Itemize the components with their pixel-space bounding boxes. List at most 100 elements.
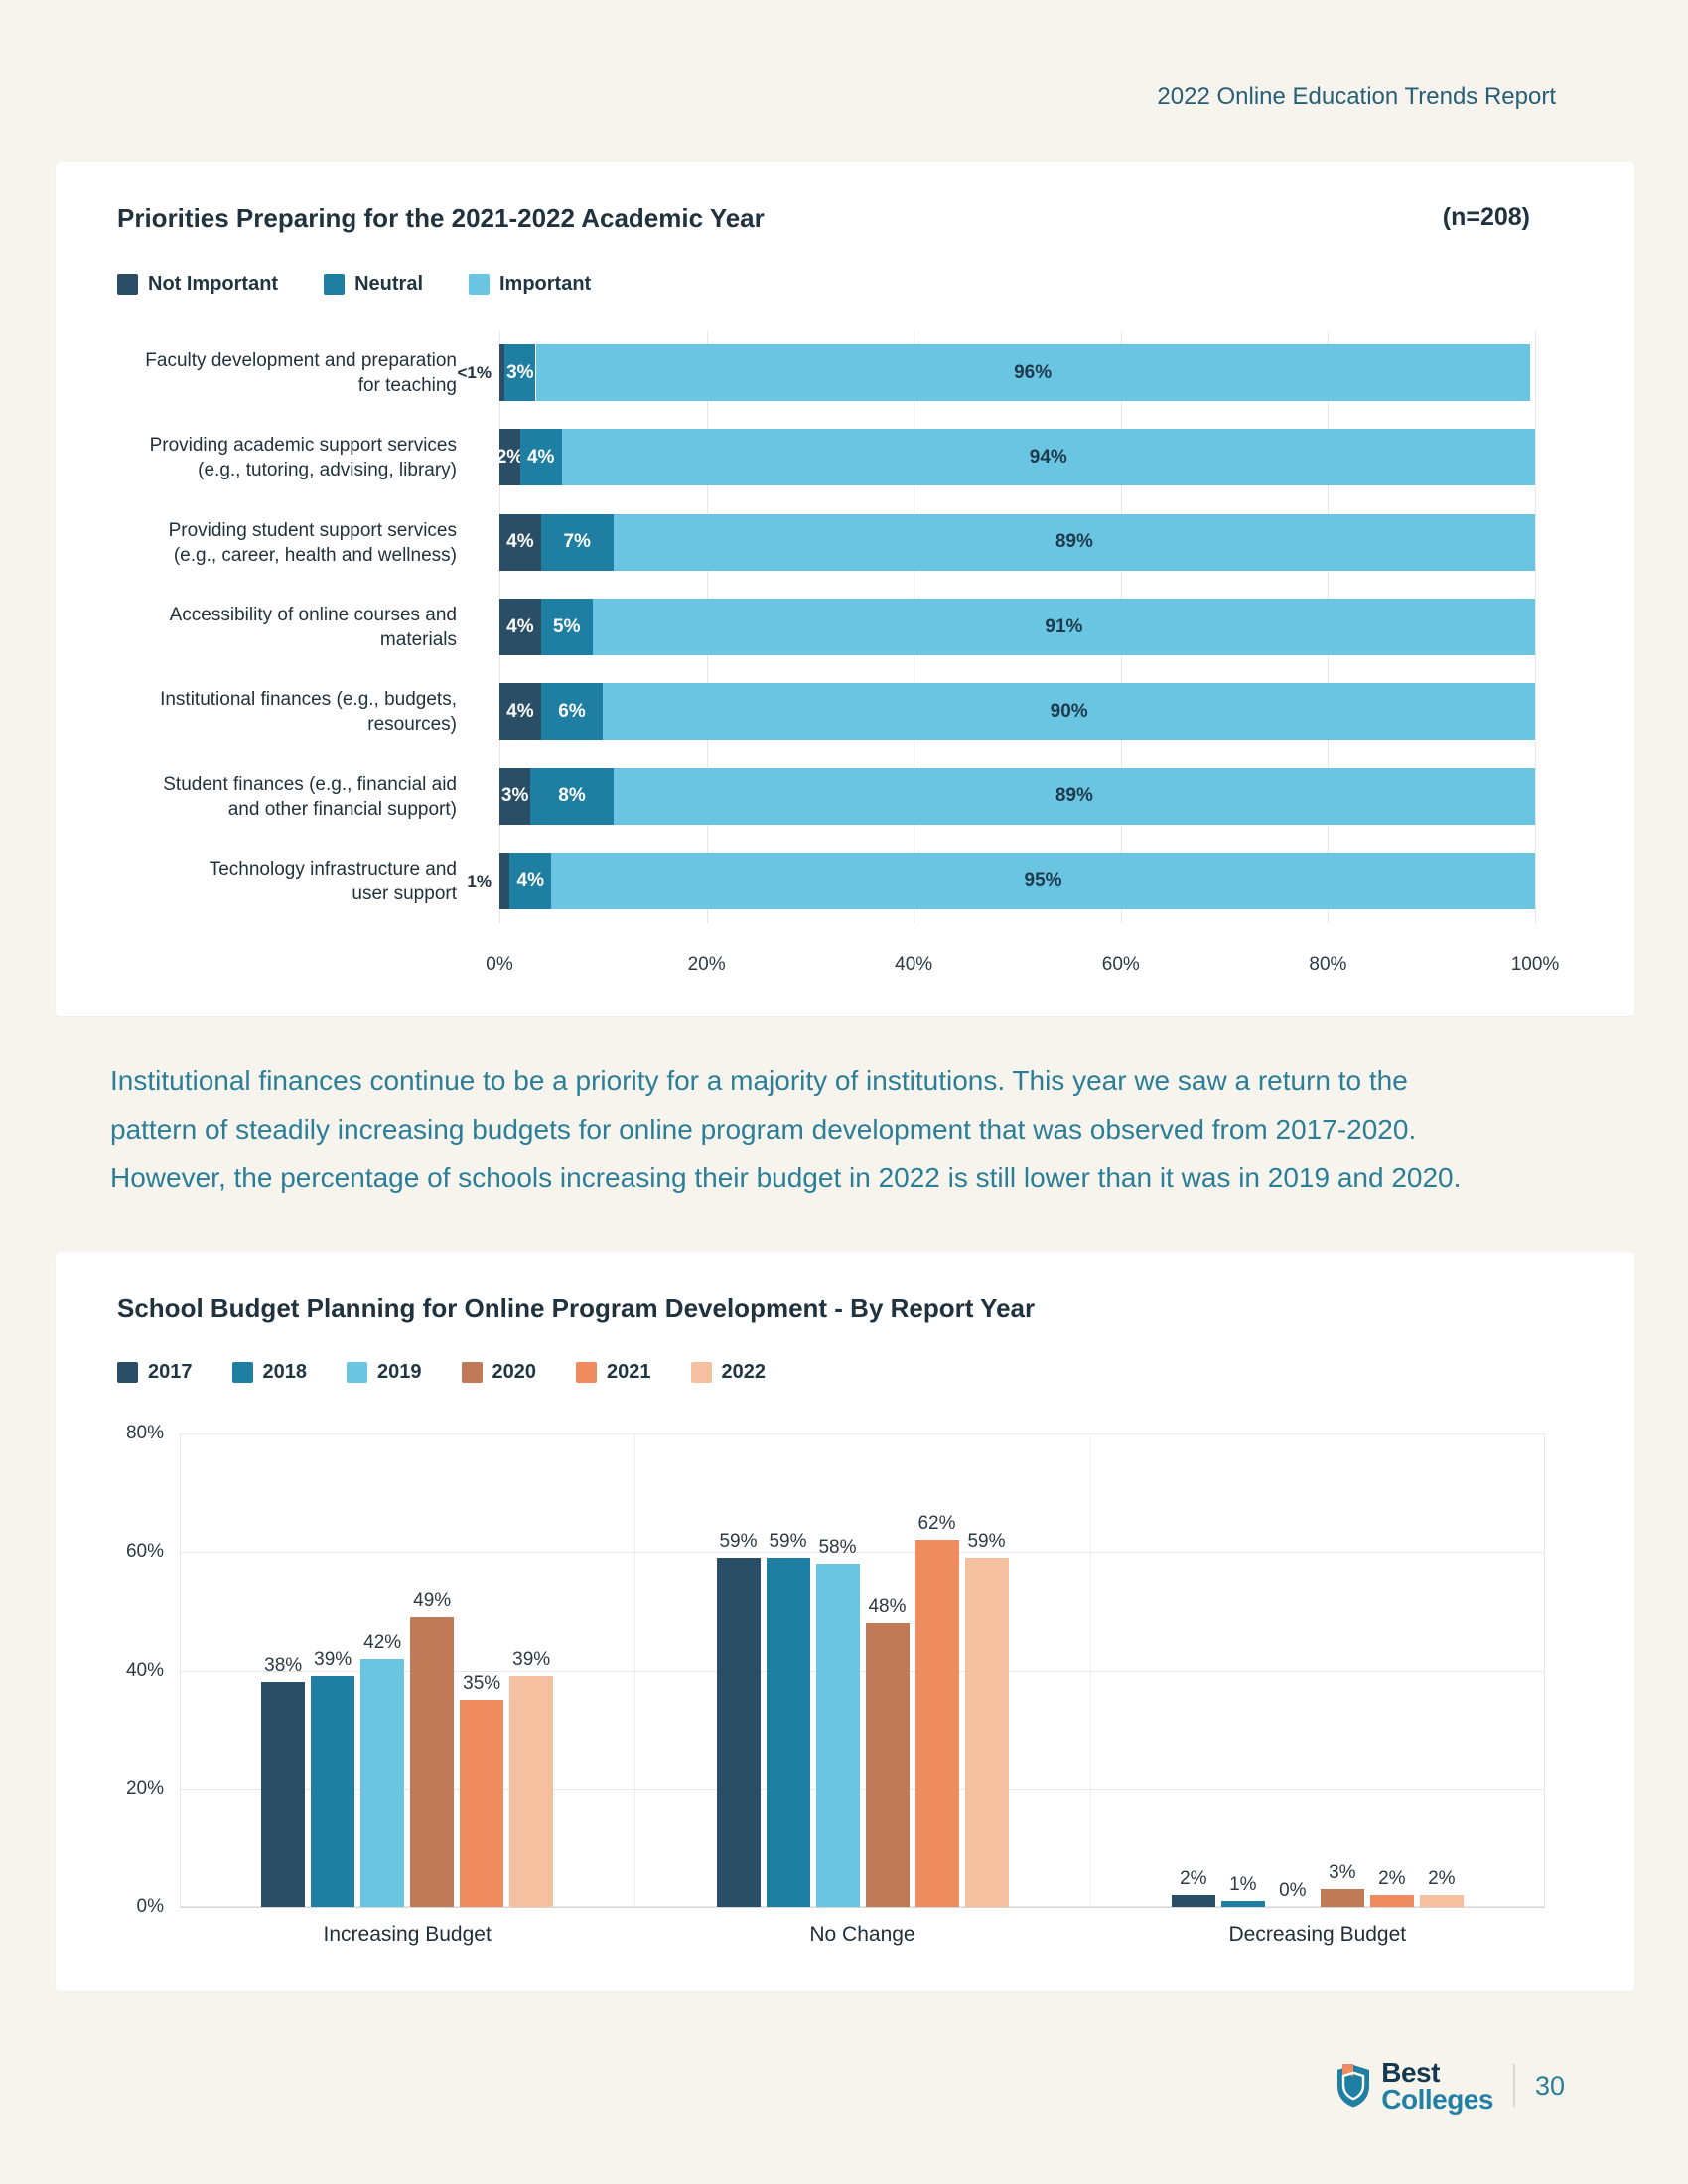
budget-chart-card: School Budget Planning for Online Progra… [56, 1252, 1634, 1991]
bar-value-label: 59% [719, 1531, 758, 1553]
bar-2021 [1369, 1895, 1414, 1907]
x-axis-tick: 100% [1510, 954, 1560, 975]
bar-segment-important: 95% [551, 852, 1535, 909]
bar-segment-not-important: 3% [499, 767, 531, 825]
bar-segment-not-important [499, 344, 505, 402]
bar-value-label: 39% [314, 1649, 352, 1671]
segment-value-label: 4% [506, 700, 534, 722]
bar-segment-neutral: 4% [519, 429, 562, 486]
bar-segment-not-important: 4% [499, 599, 541, 656]
segment-value-label: 8% [558, 785, 586, 807]
legend-item: Neutral [324, 273, 423, 296]
bestcolleges-logo: Best Colleges [1335, 2059, 1493, 2114]
legend-label: Neutral [354, 273, 423, 295]
x-axis-tick: 60% [1101, 954, 1140, 975]
segment-value-label: 96% [1014, 361, 1053, 383]
footer-divider [1512, 2064, 1515, 2108]
bar-2021 [914, 1540, 959, 1907]
priorities-legend: Not Important Neutral Important [117, 273, 591, 296]
bar-value-label: 58% [818, 1537, 857, 1559]
sample-size: (n=208) [1442, 204, 1530, 231]
legend-swatch [469, 274, 490, 295]
bar-segment-neutral: 8% [530, 767, 614, 825]
bar-segment-not-important: 2% [496, 429, 523, 486]
category-label: Technology infrastructure and user suppo… [209, 858, 457, 904]
bar-2019 [360, 1658, 405, 1907]
page-number: 30 [1534, 2070, 1565, 2101]
legend-swatch [347, 1362, 367, 1383]
legend-label: 2019 [377, 1361, 422, 1383]
bar-2020 [410, 1616, 455, 1907]
segment-value-label: 4% [516, 870, 545, 891]
bar-2022 [1419, 1895, 1464, 1907]
bar-value-label: 39% [512, 1649, 551, 1671]
category-label: Decreasing Budget [1228, 1923, 1407, 1946]
segment-value-label: 5% [553, 615, 581, 637]
bar-2022 [964, 1558, 1009, 1907]
category-label: Institutional finances (e.g., budgets, r… [160, 689, 457, 736]
legend-item: 2020 [461, 1361, 536, 1384]
bar-value-label: 35% [463, 1673, 501, 1695]
bar-value-label: 2% [1428, 1868, 1456, 1890]
bar-segment-neutral: 3% [504, 344, 536, 402]
category-label: Providing student support services (e.g.… [168, 519, 457, 566]
gridline [180, 1788, 1545, 1790]
budget-legend: 2017 2018 2019 2020 2021 2022 [117, 1361, 766, 1384]
bar-segment-important: 89% [613, 513, 1535, 571]
y-axis-tick: 0% [136, 1896, 164, 1917]
segment-value-label: <1% [457, 363, 492, 382]
segment-value-label: 4% [526, 446, 555, 468]
group-divider [1089, 1433, 1091, 1907]
bar-segment-not-important [499, 852, 510, 909]
y-axis-tick: 20% [125, 1777, 164, 1799]
bar-2019 [815, 1564, 860, 1907]
category-label: Accessibility of online courses and mate… [169, 604, 457, 650]
segment-value-label: 95% [1024, 870, 1062, 891]
bar-value-label: 2% [1180, 1868, 1207, 1890]
legend-label: Important [499, 273, 592, 295]
shield-icon [1337, 2064, 1370, 2108]
category-label: No Change [809, 1923, 915, 1946]
segment-value-label: 3% [500, 785, 529, 807]
bar-value-label: 2% [1378, 1868, 1406, 1890]
legend-item: 2022 [690, 1361, 766, 1384]
legend-swatch [117, 274, 138, 295]
legend-item: 2017 [117, 1361, 193, 1384]
legend-label: 2018 [262, 1361, 308, 1383]
bar-segment-important: 90% [603, 683, 1535, 741]
body-paragraph: Institutional finances continue to be a … [110, 1065, 1462, 1193]
legend-item: 2018 [231, 1361, 308, 1384]
segment-value-label: 4% [506, 615, 534, 637]
legend-item: Important [469, 273, 591, 296]
legend-swatch [231, 1362, 253, 1383]
bar-value-label: 0% [1279, 1880, 1307, 1901]
bar-segment-neutral: 6% [540, 683, 604, 741]
gridline [180, 1552, 1545, 1554]
legend-swatch [117, 1362, 138, 1383]
chart-title: Priorities Preparing for the 2021-2022 A… [117, 204, 765, 233]
legend-swatch [690, 1362, 712, 1383]
x-axis-tick: 20% [687, 954, 726, 975]
bar-2018 [766, 1558, 810, 1907]
category-label: Faculty development and preparation for … [145, 350, 457, 396]
bar-value-label: 42% [363, 1631, 402, 1653]
segment-value-label: 3% [506, 361, 534, 383]
bar-value-label: 3% [1329, 1862, 1356, 1884]
bar-value-label: 1% [1229, 1874, 1257, 1896]
segment-value-label: 89% [1055, 531, 1093, 553]
bar-value-label: 48% [868, 1595, 907, 1617]
gridline [180, 1433, 1545, 1434]
bar-segment-neutral: 4% [509, 852, 552, 909]
y-axis-tick: 60% [125, 1541, 164, 1563]
category-label: Increasing Budget [323, 1923, 492, 1946]
gridline [180, 1670, 1545, 1672]
bar-2021 [460, 1700, 504, 1907]
bar-value-label: 49% [413, 1589, 452, 1611]
bar-2018 [311, 1676, 355, 1907]
bar-2018 [1220, 1901, 1265, 1907]
bar-segment-important: 94% [561, 429, 1535, 486]
segment-value-label: 4% [506, 531, 534, 553]
gridline [180, 1907, 1545, 1908]
bar-value-label: 59% [769, 1531, 807, 1553]
priorities-chart-card: Priorities Preparing for the 2021-2022 A… [56, 162, 1634, 1016]
